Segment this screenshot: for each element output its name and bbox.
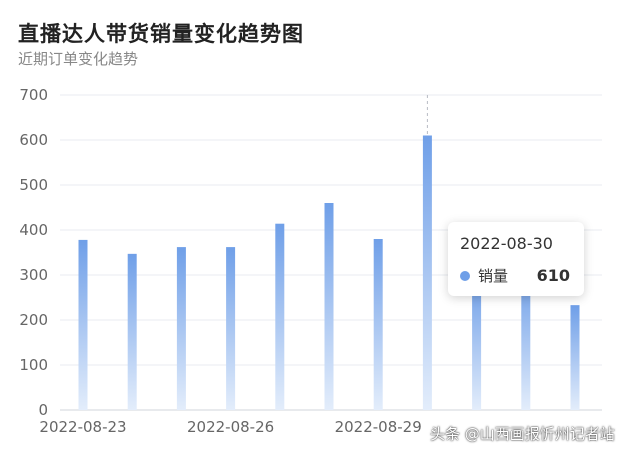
y-tick-label: 200 [19, 311, 48, 329]
bar[interactable] [422, 135, 432, 411]
chart-subtitle: 近期订单变化趋势 [18, 50, 139, 68]
bar[interactable] [226, 247, 236, 410]
y-tick-label: 100 [19, 356, 48, 374]
y-tick-label: 700 [19, 86, 48, 104]
bar[interactable] [373, 239, 383, 410]
tooltip: 2022-08-30 销量 610 [448, 222, 584, 296]
bar[interactable] [324, 203, 334, 410]
bar[interactable] [472, 279, 482, 411]
tooltip-series-name: 销量 [478, 267, 509, 285]
y-tick-label: 0 [38, 401, 48, 419]
chart-title: 直播达人带货销量变化趋势图 [18, 22, 304, 46]
bar[interactable] [78, 239, 88, 410]
y-tick-label: 300 [19, 266, 48, 284]
bar[interactable] [570, 305, 580, 410]
y-tick-label: 500 [19, 176, 48, 194]
bar[interactable] [521, 275, 531, 410]
bar[interactable] [275, 223, 285, 410]
tooltip-date: 2022-08-30 [460, 234, 553, 253]
watermark: 头条 @山西画报忻州记者站 [430, 425, 615, 443]
y-tick-label: 400 [19, 221, 48, 239]
tooltip-series-dot [460, 270, 470, 281]
x-tick-label: 2022-08-29 [335, 418, 422, 436]
bar[interactable] [176, 247, 186, 410]
bar[interactable] [127, 253, 137, 410]
x-tick-label: 2022-08-26 [187, 418, 274, 436]
y-tick-label: 600 [19, 131, 48, 149]
x-tick-label: 2022-08-23 [39, 418, 126, 436]
tooltip-value: 610 [536, 266, 570, 285]
